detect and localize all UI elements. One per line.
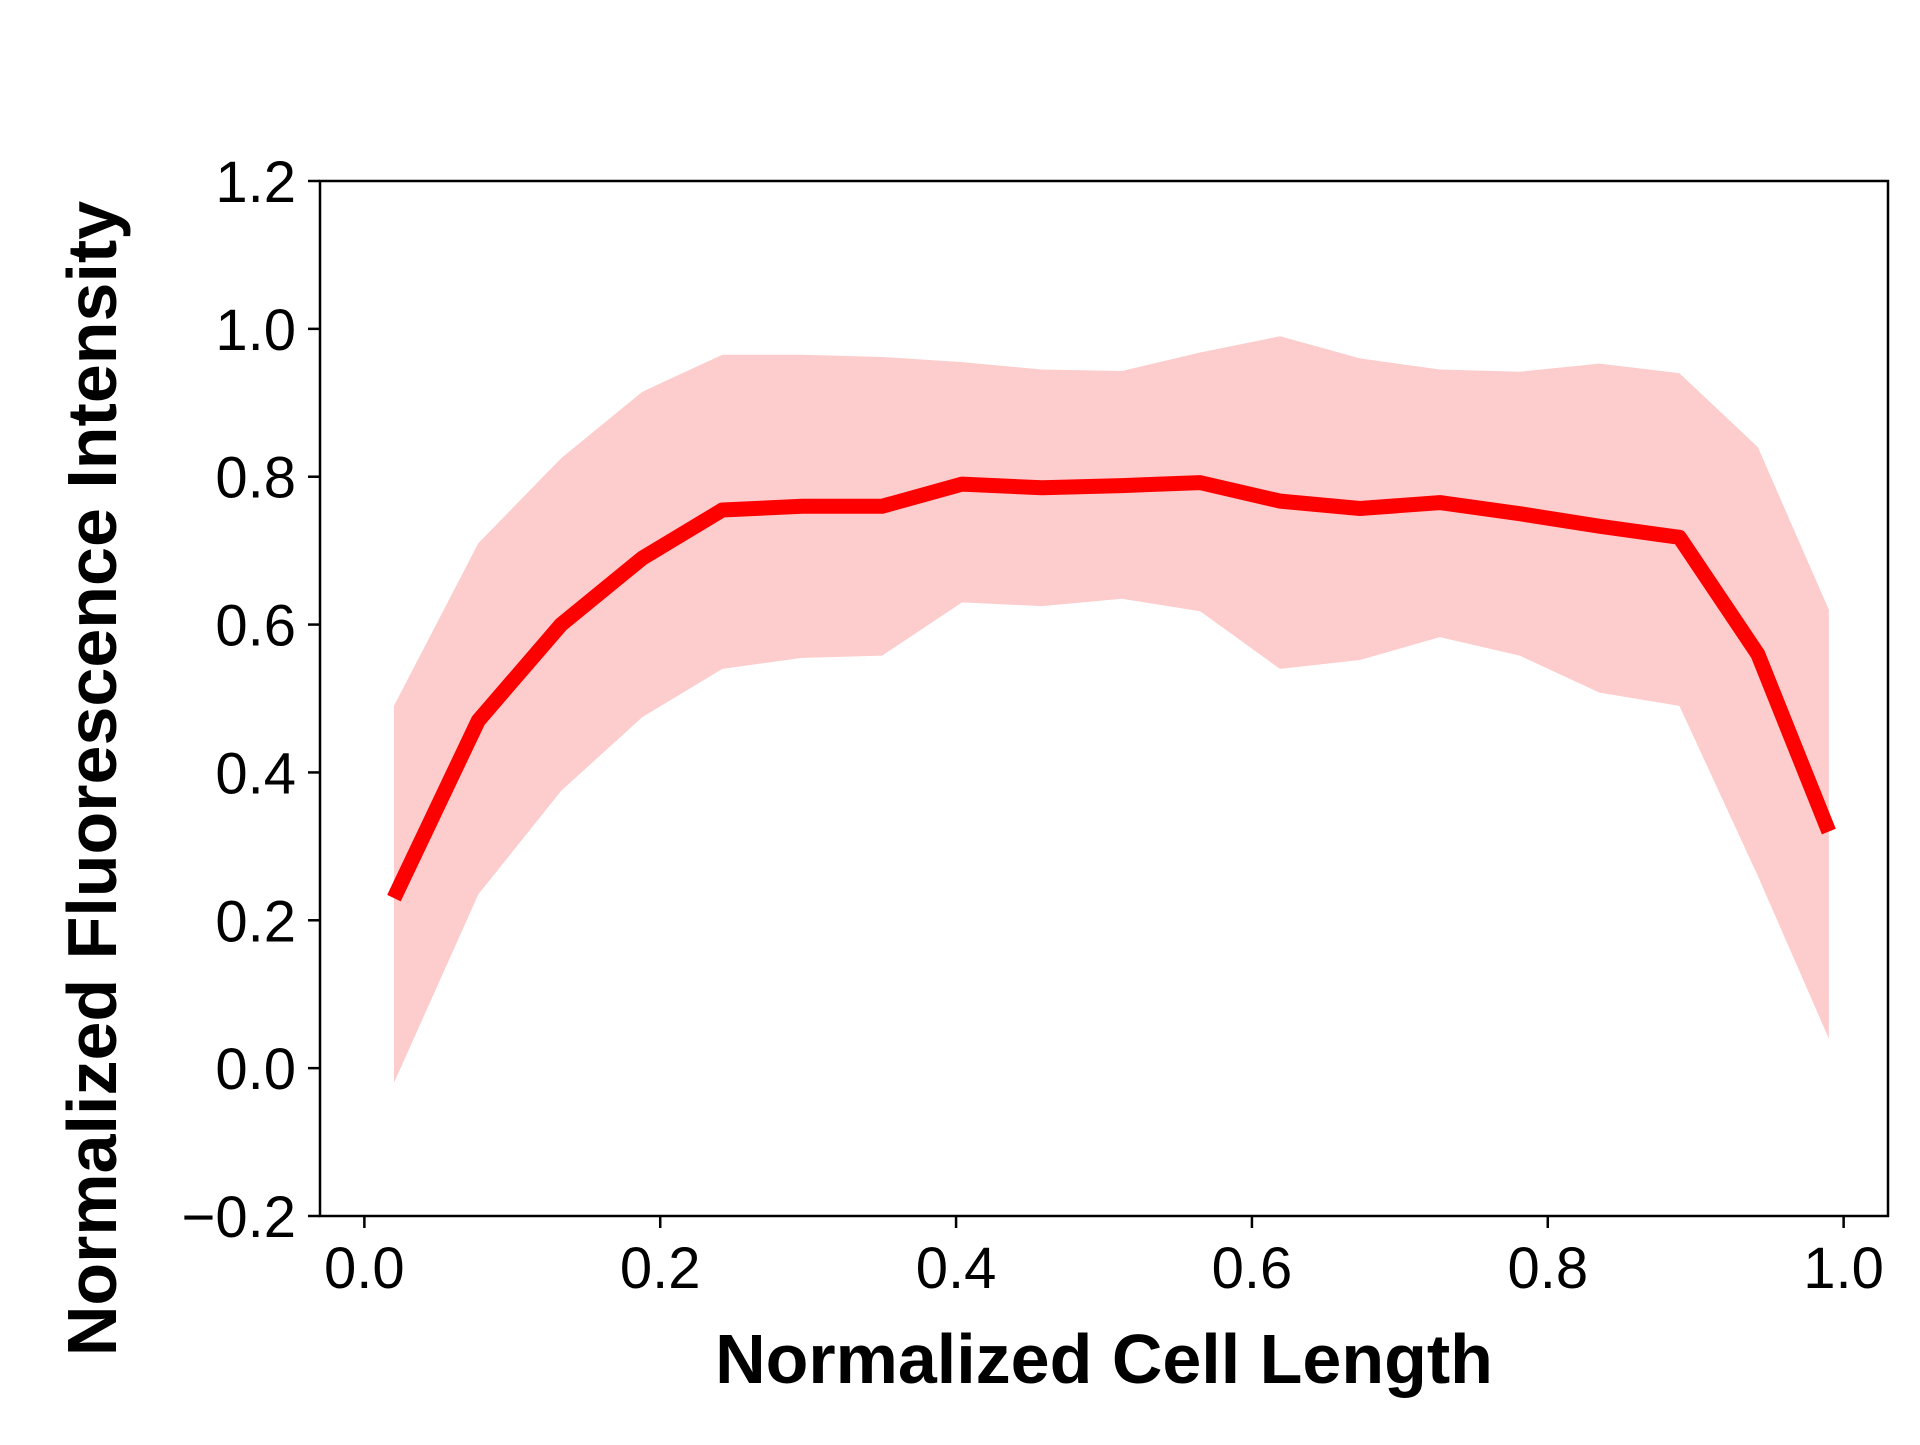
y-tick-label: 1.0 (215, 298, 296, 363)
mean-line-layer (387, 475, 1836, 902)
x-tick-label: 0.0 (324, 1236, 405, 1301)
y-axis-ticks: −0.2 0.0 0.2 0.4 0.6 0.8 1.0 1.2 (182, 150, 320, 1250)
x-axis-title: Normalized Cell Length (715, 1320, 1493, 1398)
plot-frame (318, 179, 1890, 1218)
x-tick-label: 0.8 (1507, 1236, 1588, 1301)
std-band-area (393, 336, 1829, 1083)
y-tick-label: 0.6 (215, 594, 296, 659)
y-tick-label: 0.4 (215, 741, 296, 806)
y-tick-label: 0.2 (215, 889, 296, 954)
y-tick-label: −0.2 (182, 1185, 297, 1250)
confidence-band-layer (393, 336, 1829, 1083)
y-tick-label: 0.0 (215, 1037, 296, 1102)
x-axis-ticks: 0.0 0.2 0.4 0.6 0.8 1.0 (324, 1216, 1884, 1301)
mean-intensity-line (387, 475, 1836, 902)
y-tick-label: 1.2 (215, 150, 296, 215)
x-tick-label: 0.4 (916, 1236, 997, 1301)
x-tick-label: 0.2 (620, 1236, 701, 1301)
x-tick-label: 0.6 (1212, 1236, 1293, 1301)
y-tick-label: 0.8 (215, 446, 296, 511)
x-tick-label: 1.0 (1803, 1236, 1884, 1301)
y-axis-title: Normalized Fluorescence Intensity (53, 201, 131, 1356)
